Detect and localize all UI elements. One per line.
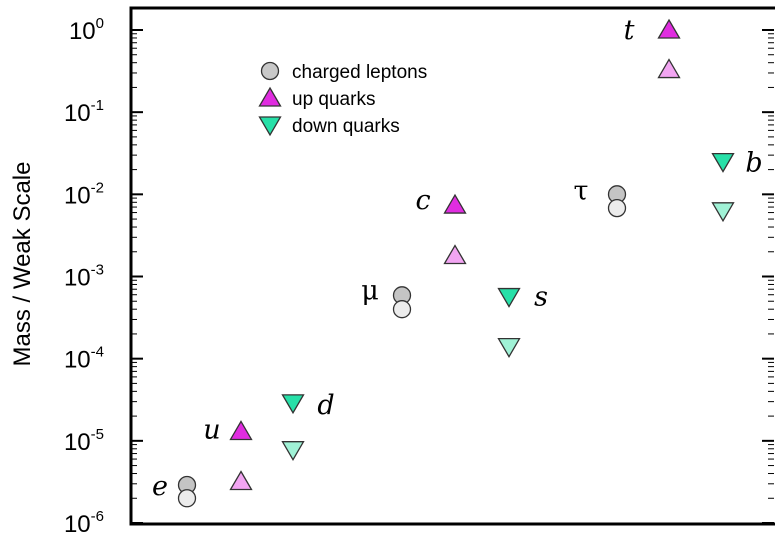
legend-label: down quarks — [292, 116, 400, 137]
y-axis-label: Mass / Weak Scale — [9, 162, 36, 367]
y-tick-label: 10-6 — [64, 508, 104, 538]
point-up — [229, 420, 253, 441]
point-down — [281, 394, 305, 415]
particle-label: s — [534, 282, 548, 313]
point-up — [443, 193, 467, 214]
particle-label: u — [203, 414, 220, 445]
point-up — [443, 244, 467, 265]
legend: charged leptons up quarks down quarks — [258, 61, 427, 137]
y-ticks: 100 10-1 10-2 10-3 10-4 10-5 10-6 — [64, 15, 774, 538]
data-points — [177, 18, 735, 508]
point-lepton — [392, 300, 412, 319]
y-tick-label: 100 — [69, 15, 104, 45]
legend-marker-triangle-up — [258, 86, 282, 107]
legend-label: up quarks — [292, 89, 375, 110]
legend-marker-triangle-down — [258, 116, 282, 137]
axes — [129, 6, 775, 526]
point-down — [497, 287, 521, 308]
particle-label: t — [624, 15, 635, 46]
y-tick-label: 10-2 — [64, 179, 104, 209]
y-tick-label: 10-4 — [64, 344, 104, 374]
legend-marker-circle — [260, 61, 280, 81]
point-lepton — [177, 489, 197, 508]
particle-label: μ — [361, 275, 379, 306]
point-up — [657, 58, 681, 79]
particle-label: c — [415, 185, 430, 216]
particle-label: b — [745, 148, 762, 179]
y-tick-label: 10-5 — [64, 426, 104, 456]
particle-label: e — [152, 471, 168, 502]
particle-label: d — [317, 390, 334, 421]
point-down — [711, 152, 735, 173]
point-down — [281, 441, 305, 461]
y-tick-label: 10-3 — [64, 262, 104, 292]
point-down — [497, 338, 521, 358]
point-up — [229, 470, 253, 491]
legend-label: charged leptons — [292, 62, 427, 83]
y-tick-label: 10-1 — [64, 97, 104, 127]
point-lepton — [607, 198, 627, 218]
point-up — [657, 18, 681, 39]
plot-frame — [129, 6, 775, 526]
particle-label: τ — [574, 175, 589, 206]
point-down — [711, 202, 735, 223]
particle-labels: e u d μ c s τ t b — [152, 15, 763, 502]
